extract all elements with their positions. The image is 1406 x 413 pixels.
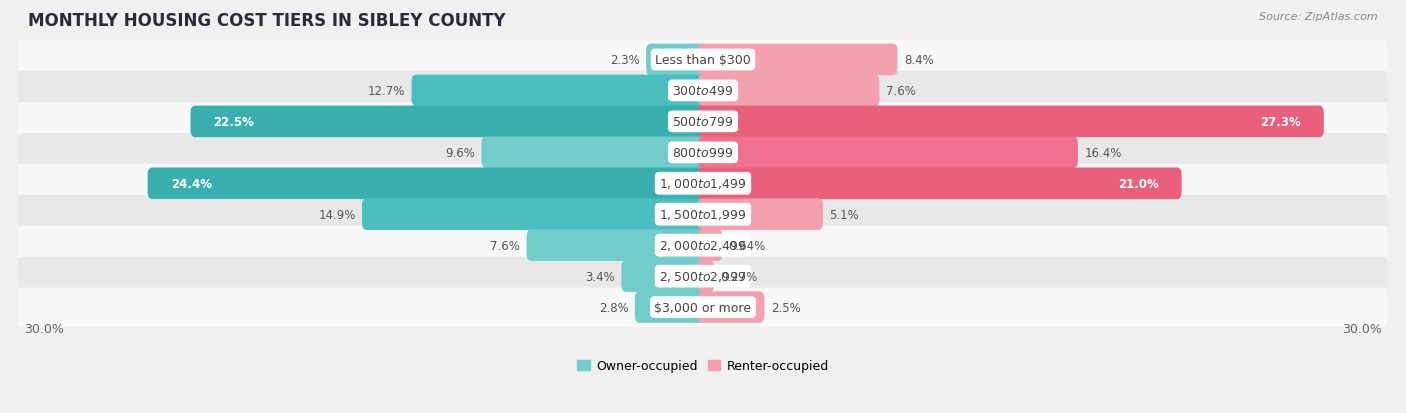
FancyBboxPatch shape <box>697 230 723 261</box>
Text: $3,000 or more: $3,000 or more <box>655 301 751 314</box>
Text: 30.0%: 30.0% <box>1343 322 1382 335</box>
Text: 21.0%: 21.0% <box>1118 177 1159 190</box>
Text: 16.4%: 16.4% <box>1084 147 1122 159</box>
FancyBboxPatch shape <box>361 199 709 230</box>
Text: 22.5%: 22.5% <box>214 116 254 128</box>
Text: 30.0%: 30.0% <box>24 322 63 335</box>
Text: 2.5%: 2.5% <box>770 301 800 314</box>
FancyBboxPatch shape <box>697 106 1324 138</box>
Text: 14.9%: 14.9% <box>318 208 356 221</box>
Text: 24.4%: 24.4% <box>170 177 212 190</box>
FancyBboxPatch shape <box>481 137 709 169</box>
FancyBboxPatch shape <box>18 102 1388 142</box>
FancyBboxPatch shape <box>621 261 709 292</box>
FancyBboxPatch shape <box>18 257 1388 296</box>
FancyBboxPatch shape <box>697 199 823 230</box>
Text: $1,000 to $1,499: $1,000 to $1,499 <box>659 177 747 191</box>
FancyBboxPatch shape <box>527 230 709 261</box>
FancyBboxPatch shape <box>697 45 897 76</box>
FancyBboxPatch shape <box>190 106 709 138</box>
Text: $2,500 to $2,999: $2,500 to $2,999 <box>659 270 747 283</box>
Text: 0.27%: 0.27% <box>720 270 758 283</box>
Text: Less than $300: Less than $300 <box>655 54 751 67</box>
Text: 12.7%: 12.7% <box>368 85 405 98</box>
Text: Source: ZipAtlas.com: Source: ZipAtlas.com <box>1260 12 1378 22</box>
FancyBboxPatch shape <box>18 288 1388 327</box>
Text: 5.1%: 5.1% <box>830 208 859 221</box>
Text: $500 to $799: $500 to $799 <box>672 116 734 128</box>
FancyBboxPatch shape <box>647 45 709 76</box>
FancyBboxPatch shape <box>697 261 714 292</box>
Text: 2.8%: 2.8% <box>599 301 628 314</box>
FancyBboxPatch shape <box>18 195 1388 234</box>
FancyBboxPatch shape <box>697 168 1181 199</box>
Text: 7.6%: 7.6% <box>491 239 520 252</box>
Text: $800 to $999: $800 to $999 <box>672 147 734 159</box>
FancyBboxPatch shape <box>697 76 879 107</box>
Text: $1,500 to $1,999: $1,500 to $1,999 <box>659 208 747 222</box>
Text: 0.64%: 0.64% <box>728 239 766 252</box>
Text: 3.4%: 3.4% <box>585 270 614 283</box>
FancyBboxPatch shape <box>18 72 1388 111</box>
FancyBboxPatch shape <box>412 76 709 107</box>
Text: 7.6%: 7.6% <box>886 85 915 98</box>
Text: 9.6%: 9.6% <box>446 147 475 159</box>
Text: 8.4%: 8.4% <box>904 54 934 67</box>
Text: $300 to $499: $300 to $499 <box>672 85 734 98</box>
FancyBboxPatch shape <box>148 168 709 199</box>
FancyBboxPatch shape <box>697 292 765 323</box>
Text: 2.3%: 2.3% <box>610 54 640 67</box>
Text: 27.3%: 27.3% <box>1260 116 1301 128</box>
FancyBboxPatch shape <box>18 226 1388 265</box>
Legend: Owner-occupied, Renter-occupied: Owner-occupied, Renter-occupied <box>572 354 834 377</box>
Text: $2,000 to $2,499: $2,000 to $2,499 <box>659 239 747 253</box>
FancyBboxPatch shape <box>636 292 709 323</box>
Text: MONTHLY HOUSING COST TIERS IN SIBLEY COUNTY: MONTHLY HOUSING COST TIERS IN SIBLEY COU… <box>28 12 506 30</box>
FancyBboxPatch shape <box>18 164 1388 203</box>
FancyBboxPatch shape <box>18 41 1388 80</box>
FancyBboxPatch shape <box>18 133 1388 172</box>
FancyBboxPatch shape <box>697 137 1078 169</box>
